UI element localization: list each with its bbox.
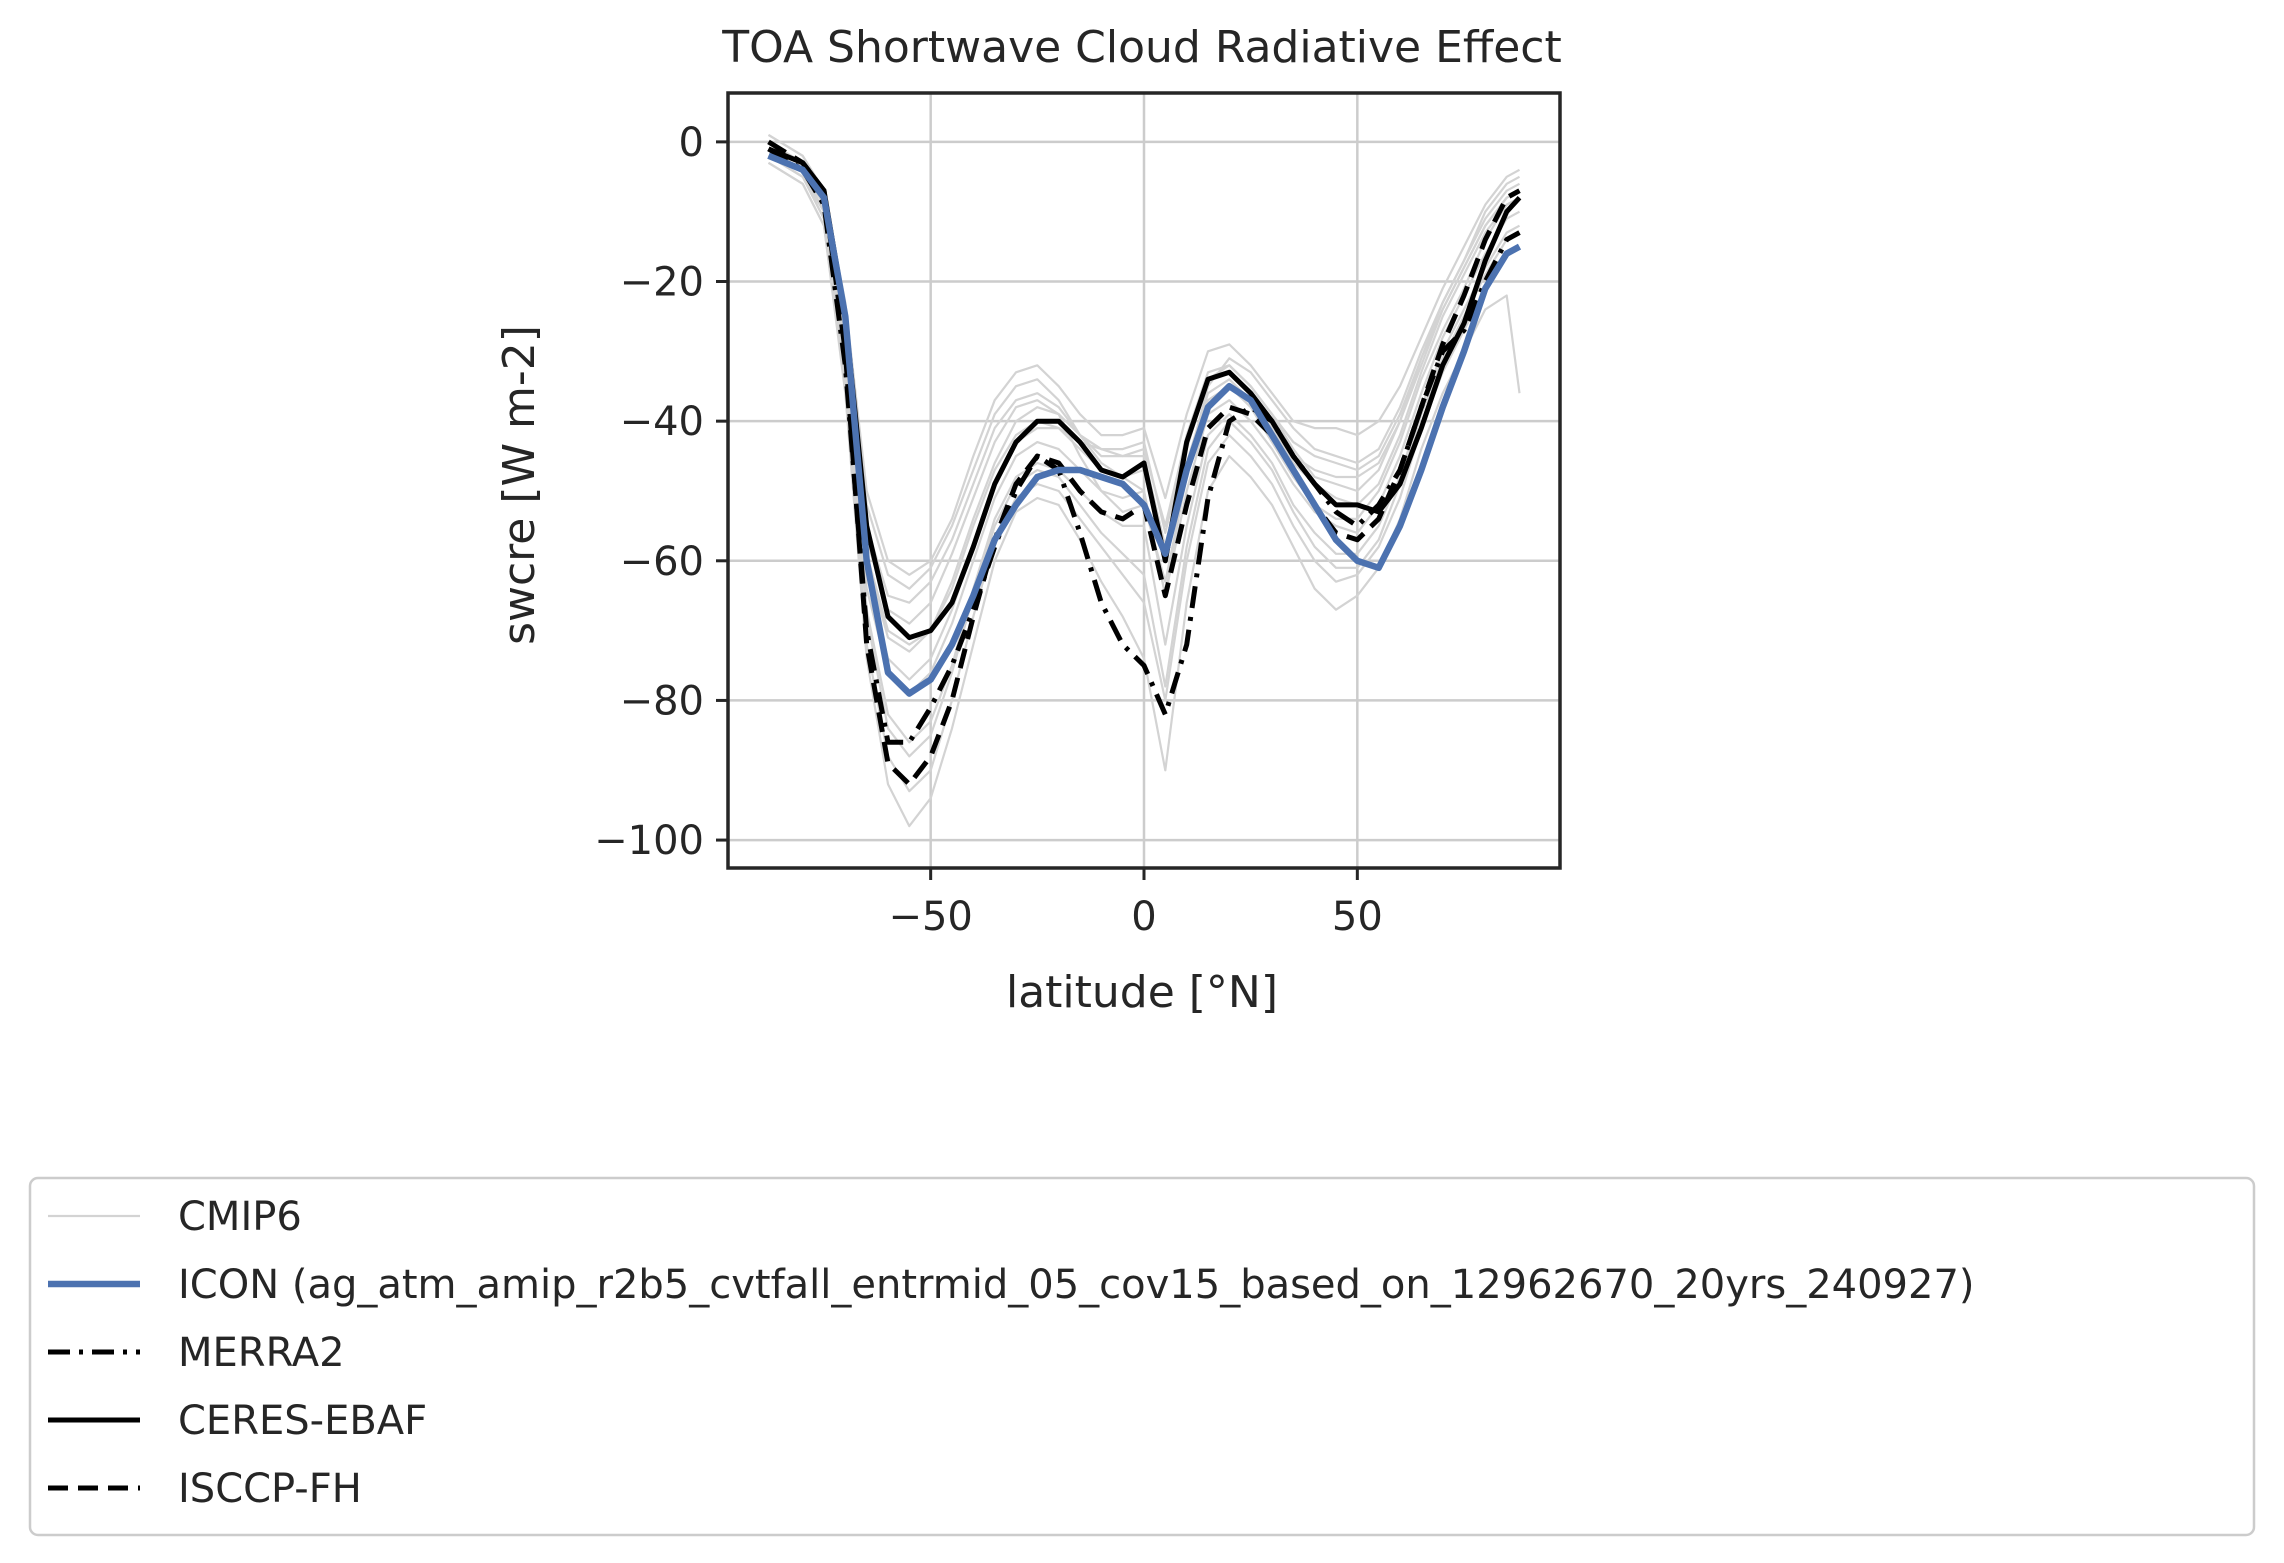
- y-tick-label: −40: [620, 399, 704, 445]
- legend-label-ceres: CERES-EBAF: [178, 1398, 427, 1444]
- legend-label-icon: ICON (ag_atm_amip_r2b5_cvtfall_entrmid_0…: [178, 1262, 1975, 1308]
- isccp-series-line: [767, 139, 1521, 787]
- y-tick-label: −60: [620, 539, 704, 585]
- cmip6-series-line: [767, 133, 1521, 576]
- chart-title: TOA Shortwave Cloud Radiative Effect: [721, 22, 1562, 73]
- legend-label-isccp: ISCCP-FH: [178, 1466, 362, 1512]
- x-axis-label: latitude [°N]: [1006, 967, 1278, 1018]
- legend-label-cmip6: CMIP6: [178, 1194, 302, 1240]
- x-tick-label: −50: [888, 894, 972, 940]
- cmip6-series-line: [767, 161, 1521, 828]
- ceres-series-line: [767, 146, 1522, 641]
- x-tick-label: 0: [1131, 894, 1156, 940]
- y-axis-label: swcre [W m-2]: [494, 325, 545, 645]
- y-tick-label: −80: [620, 678, 704, 724]
- icon-line: [767, 152, 1522, 697]
- legend-box: [28, 1176, 2256, 1537]
- y-tick-label: 0: [679, 120, 704, 166]
- legend: CMIP6 ICON (ag_atm_amip_r2b5_cvtfall_entr…: [28, 1176, 2256, 1537]
- axis-ticks: −50 0 50 0 −20 −40 −60 −80 −100: [594, 120, 1383, 940]
- cmip6-series-line: [767, 147, 1521, 646]
- x-tick-label: 50: [1332, 894, 1383, 940]
- observation-lines: [767, 139, 1522, 787]
- cmip6-series-line: [767, 161, 1521, 793]
- y-tick-label: −20: [620, 260, 704, 306]
- y-tick-label: −100: [594, 818, 704, 864]
- legend-label-merra2: MERRA2: [178, 1330, 345, 1376]
- icon-series-line: [767, 152, 1522, 697]
